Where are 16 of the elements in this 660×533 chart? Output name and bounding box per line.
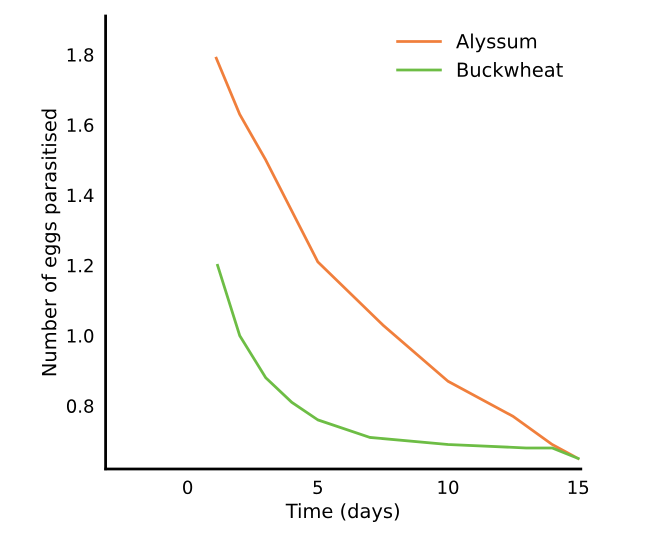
y-tick-label: 1.0 xyxy=(68,329,94,343)
x-tick-label: 5 xyxy=(313,480,322,494)
x-axis-title: Time (days) xyxy=(286,503,399,522)
x-tick-label: 10 xyxy=(438,480,458,494)
y-tick-label: 0.8 xyxy=(66,399,94,413)
y-tick-label: 1.8 xyxy=(68,48,94,62)
y-axis-title: Number of eggs parasitised xyxy=(41,110,60,376)
y-tick-label: 1.6 xyxy=(68,118,94,132)
y-tick-label: 1.4 xyxy=(68,188,94,202)
y-tick-label: 1.2 xyxy=(68,258,93,272)
x-tick-label: 15 xyxy=(568,480,588,494)
legend-label: Alyssum xyxy=(456,33,536,52)
line-series xyxy=(214,56,580,460)
legend-label: Buckwheat xyxy=(458,62,563,78)
x-tick-label: 0 xyxy=(183,480,192,494)
line-series xyxy=(216,264,580,460)
